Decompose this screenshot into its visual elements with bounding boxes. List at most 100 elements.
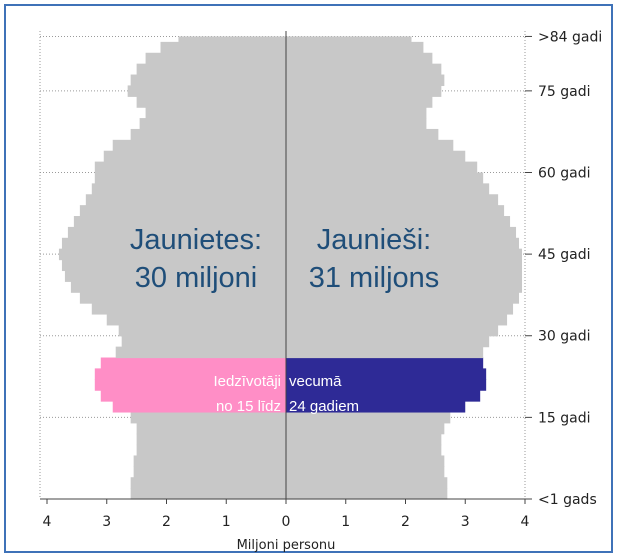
female-bar-age-26 [115,346,287,359]
male-bar-age-22 [286,368,487,380]
female-bar-age-52 [79,205,286,217]
male-bar-age-28 [286,335,490,348]
female-bar-age-16 [112,401,286,413]
male-bar-age-70 [286,107,427,119]
x-tick-label-7: 3 [461,514,470,530]
x-tick-label-6: 2 [401,514,410,530]
female-total-label-line1: Jaunietes: [130,224,262,256]
male-bar-age-24 [286,357,484,369]
male-bar-age-4 [286,466,445,478]
male-bar-age-12 [286,422,445,435]
x-tick-label-4: 0 [282,514,291,530]
male-bar-age-54 [286,194,499,206]
age-label-2: 60 gadi [538,165,591,181]
male-bar-age-64 [286,139,454,152]
male-bar-age-82 [286,41,424,54]
x-tick-label-2: 2 [162,514,171,530]
female-bar-age-32 [106,313,286,326]
female-bar-age-56 [91,183,286,195]
male-bar-age-66 [286,128,439,141]
male-bar-age-56 [286,183,490,195]
male-bar-age-74 [286,85,442,97]
male-bar-age-32 [286,313,508,326]
male-total-label-line2: 31 miljons [309,262,440,294]
pyramid-bars [58,36,523,500]
female-bar-age-80 [145,52,286,65]
female-bar-age-84 [178,36,286,43]
male-bar-age-10 [286,433,442,446]
female-bar-age-70 [145,107,286,119]
male-bar-age-38 [286,281,523,293]
male-bar-age-62 [286,150,466,163]
male-bar-age-16 [286,401,466,413]
female-bar-age-72 [136,96,286,108]
female-bar-age-50 [73,216,286,228]
female-bar-age-66 [130,128,286,141]
female-bar-age-12 [136,422,286,435]
female-total-label-line2: 30 miljoni [135,262,258,294]
female-bar-age-42 [61,259,286,272]
x-tick-label-1: 3 [102,514,111,530]
age-labels: >84 gadi 75 gadi 60 gadi 45 gadi 30 gadi 15 g… [525,29,602,508]
female-bar-age-0 [130,488,286,500]
x-tick-label-3: 1 [222,514,231,530]
female-bar-age-14 [130,411,286,424]
female-bar-age-20 [94,379,286,391]
female-bar-age-2 [130,477,286,489]
female-bar-age-10 [136,433,286,446]
male-bar-age-52 [286,205,505,217]
age-label-0: >84 gadi [538,29,602,45]
grid-lines [39,31,526,500]
male-bar-age-14 [286,411,451,424]
male-total-label-line1: Jaunieši: [317,224,431,256]
male-bar-age-44 [286,248,523,261]
male-bar-age-2 [286,477,448,489]
female-bar-age-74 [127,85,286,97]
female-bar-age-58 [94,172,286,184]
band-label-right-line2: 24 gadiem [289,398,359,415]
male-bar-age-20 [286,379,487,391]
female-bar-age-22 [94,368,286,380]
male-bar-age-36 [286,292,520,304]
band-label-left-line2: no 15 līdz [216,398,281,415]
male-bar-age-76 [286,74,445,87]
female-bar-age-8 [136,444,286,457]
male-bar-age-72 [286,96,433,108]
female-bar-age-34 [91,303,286,315]
male-bar-age-68 [286,118,427,130]
female-bar-age-46 [61,237,286,250]
female-bar-age-18 [100,390,287,402]
band-label-right-line1: vecumā [289,373,342,390]
male-bar-age-58 [286,172,484,184]
male-bar-age-26 [286,346,484,359]
x-tick-label-0: 4 [43,514,52,530]
male-bar-age-78 [286,63,442,76]
age-label-5: 15 gadi [538,410,591,426]
female-bar-age-54 [85,194,287,206]
x-tick-label-5: 1 [341,514,350,530]
age-label-3: 45 gadi [538,247,591,263]
male-bar-age-6 [286,455,445,467]
male-bar-age-30 [286,324,499,337]
x-ticks: 4 3 2 1 0 1 2 3 4 [43,499,530,530]
male-bar-age-8 [286,444,442,457]
female-bar-age-64 [112,139,286,152]
female-bar-age-44 [58,248,287,261]
male-bar-age-46 [286,237,520,250]
male-bar-age-80 [286,52,433,65]
female-bar-age-24 [100,357,287,369]
female-bar-age-40 [64,270,286,282]
female-bar-age-76 [130,74,286,87]
age-label-1: 75 gadi [538,84,591,100]
female-bar-age-4 [133,466,286,478]
female-bar-age-6 [133,455,286,467]
female-bar-age-28 [121,335,286,348]
male-bar-age-18 [286,390,481,402]
male-bar-age-84 [286,36,412,43]
male-bar-age-48 [286,226,517,239]
age-label-4: 30 gadi [538,329,591,345]
x-tick-label-8: 4 [521,514,530,530]
female-bar-age-78 [136,63,286,76]
x-axis-label: Miljoni personu [237,538,336,553]
